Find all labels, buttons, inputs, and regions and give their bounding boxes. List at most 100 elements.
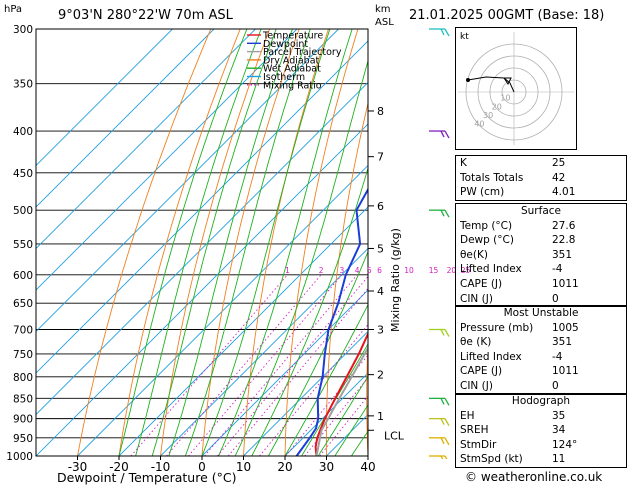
hpa-unit: hPa: [4, 4, 23, 15]
storm-motion-marker: [503, 77, 512, 85]
indices-table: K 25 Totals Totals 42 PW (cm) 4.01: [455, 155, 627, 201]
mixing-ratio-line: [217, 275, 368, 456]
row-value: 351: [552, 248, 573, 261]
wet-adiabat-line: [218, 29, 353, 456]
hodograph-ring-label: 30: [483, 111, 493, 120]
datetime-title: 21.01.2025 00GMT (Base: 18): [409, 8, 605, 23]
legend-entry: Mixing Ratio: [263, 80, 322, 91]
table-title: Hodograph: [511, 395, 571, 407]
most-unstable-table: Most Unstable Pressure (mb) 1005 θe (K) 351 L…: [455, 305, 627, 395]
row-value: 351: [552, 336, 573, 349]
dry-adiabat-line: [118, 29, 241, 456]
mixing-ratio-label: 5: [367, 266, 372, 275]
wind-barb-flag: [444, 437, 450, 446]
table-row: CAPE (J) 1011: [456, 277, 626, 292]
legend-entry: Dewpoint: [263, 39, 308, 50]
isotherm-line: [243, 330, 368, 456]
isotherm-line: [36, 29, 215, 208]
wet-adiabat-line: [334, 404, 368, 456]
hodograph-ring-label: 10: [500, 94, 510, 103]
mixing-ratio-label: 4: [355, 266, 360, 275]
hodograph-point: [466, 78, 470, 82]
y-tick-label: 850: [13, 393, 33, 405]
y-tick-label: 600: [13, 270, 33, 282]
wet-adiabat-line: [234, 59, 368, 456]
hodograph-table: Hodograph EH 35 SREH 34 StmDir 124° StmSpd (kt)…: [455, 393, 627, 468]
km-tick-label: 7: [377, 151, 384, 164]
wind-barb-flag: [444, 130, 450, 139]
wet-adiabat-line: [201, 29, 331, 456]
lcl-label: LCL: [384, 429, 405, 442]
row-value: 25: [552, 157, 566, 169]
mixing-ratio-line: [227, 287, 368, 456]
x-tick-label: 0: [198, 460, 206, 474]
legend-entry: Parcel Trajectory: [263, 47, 342, 58]
x-axis-label: Dewpoint / Temperature (°C): [57, 470, 237, 485]
wind-barb-flag: [444, 418, 450, 426]
hodograph-ring-label: 20: [492, 102, 502, 111]
legend-entry: Wet Adiabat: [263, 64, 321, 75]
mixing-ratio-label: 20: [447, 266, 457, 275]
table-row: CIN (J) 0: [456, 292, 626, 307]
row-value: 1005: [552, 321, 579, 334]
row-label: Lifted Index: [460, 263, 522, 276]
table-row: StmSpd (kt) 11: [456, 452, 626, 467]
table-row: θe(K) 351: [456, 248, 626, 263]
wet-adiabat-line: [184, 29, 311, 456]
wind-barb-flag: [440, 455, 444, 459]
row-label: θe(K): [460, 248, 488, 261]
legend-entry: Isotherm: [263, 72, 305, 83]
legend-entry: Temperature: [262, 31, 323, 42]
series-temperature: [314, 331, 368, 456]
credit-footer: © weatheronline.co.uk: [465, 470, 603, 484]
row-label: Dewp (°C): [460, 234, 514, 247]
mixing-ratio-axis-label: Mixing Ratio (g/kg): [389, 228, 402, 332]
row-label: SREH: [460, 424, 489, 437]
series-dewpoint: [295, 187, 368, 456]
isotherm-line: [36, 123, 368, 456]
mixing-ratio-label: 15: [429, 266, 439, 275]
isotherm-line: [160, 247, 368, 456]
mixing-ratio-line: [285, 354, 368, 456]
row-label: K: [460, 157, 467, 169]
hodograph-panel: 10 20 30 40 kt: [455, 27, 577, 150]
wind-barb-flag: [440, 329, 445, 336]
mixing-ratio-line: [259, 323, 368, 456]
row-value: 11: [552, 453, 566, 466]
row-value: -4: [552, 350, 563, 363]
table-row: Lifted Index -4: [456, 350, 626, 365]
wind-barb-flag: [440, 418, 445, 425]
row-value: 34: [552, 424, 566, 437]
y-tick-label: 550: [13, 239, 33, 251]
dry-adiabat-line: [160, 29, 271, 456]
y-tick-label: 900: [13, 414, 33, 426]
mixing-ratio-label: 10: [404, 266, 414, 275]
km-tick-label: 6: [377, 200, 384, 213]
table-row: StmDir 124°: [456, 438, 626, 453]
row-value: 42: [552, 171, 566, 184]
row-label: Lifted Index: [460, 350, 522, 363]
km-tick-label: 2: [377, 369, 384, 382]
km-tick-label: 3: [377, 324, 384, 337]
y-tick-label: 950: [13, 433, 33, 445]
location-title: 9°03'N 280°22'W 70m ASL: [58, 8, 233, 23]
table-row: Temp (°C) 27.6: [456, 219, 626, 234]
table-title: Surface: [520, 205, 561, 217]
row-label: StmDir: [460, 438, 497, 451]
row-value: 35: [552, 409, 566, 422]
wind-barbs: [429, 28, 450, 459]
mixing-ratio-label: 1: [285, 266, 290, 275]
wind-barb-flag: [440, 398, 445, 405]
table-row: Lifted Index -4: [456, 262, 626, 277]
wet-adiabat-line: [118, 29, 248, 456]
table-row: EH 35: [456, 409, 626, 424]
mixing-ratio-line: [204, 274, 358, 456]
isotherm-line: [201, 289, 368, 456]
table-row: CAPE (J) 1011: [456, 364, 626, 379]
isotherm-line: [36, 29, 256, 250]
wet-adiabat-line: [135, 29, 262, 456]
mixing-ratio-label: 3: [340, 266, 345, 275]
wind-barb-flag: [444, 398, 450, 406]
table-title: Most Unstable: [503, 307, 579, 319]
wind-barb-flag: [440, 130, 445, 138]
